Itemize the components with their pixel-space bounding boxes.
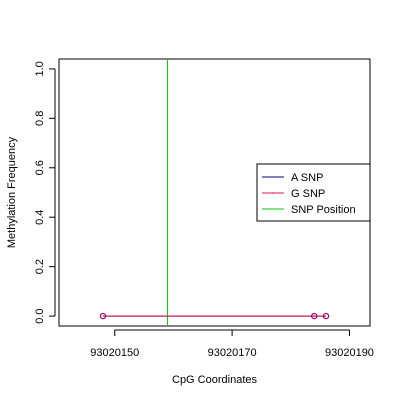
y-tick-label: 1.0 bbox=[34, 61, 46, 76]
legend-label-g-snp: G SNP bbox=[291, 188, 325, 200]
data-point bbox=[99, 312, 107, 320]
legend-label-a-snp: A SNP bbox=[291, 172, 323, 184]
x-tick-label: 93020150 bbox=[90, 347, 139, 359]
chart-marks bbox=[99, 59, 330, 326]
y-tick-label: 0.8 bbox=[34, 111, 46, 126]
legend-label-snp-position: SNP Position bbox=[291, 204, 356, 216]
y-tick-label: 0.6 bbox=[34, 160, 46, 175]
y-axis-title: Methylation Frequency bbox=[6, 136, 18, 248]
chart-axes: 93020150 93020170 93020190 0.0 0.2 0.4 0.6 0.8 1… bbox=[34, 61, 374, 359]
x-axis-title: CpG Coordinates bbox=[172, 374, 257, 386]
y-tick-label: 0.4 bbox=[34, 210, 46, 225]
y-tick-label: 0.0 bbox=[34, 308, 46, 323]
data-point bbox=[311, 312, 318, 320]
x-tick-label: 93020190 bbox=[325, 347, 374, 359]
legend: A SNP G SNP SNP Position bbox=[256, 163, 371, 222]
legend-point-marker bbox=[272, 192, 274, 194]
x-tick-label: 93020170 bbox=[208, 347, 257, 359]
data-point bbox=[322, 312, 330, 320]
y-tick-label: 0.2 bbox=[34, 259, 46, 274]
